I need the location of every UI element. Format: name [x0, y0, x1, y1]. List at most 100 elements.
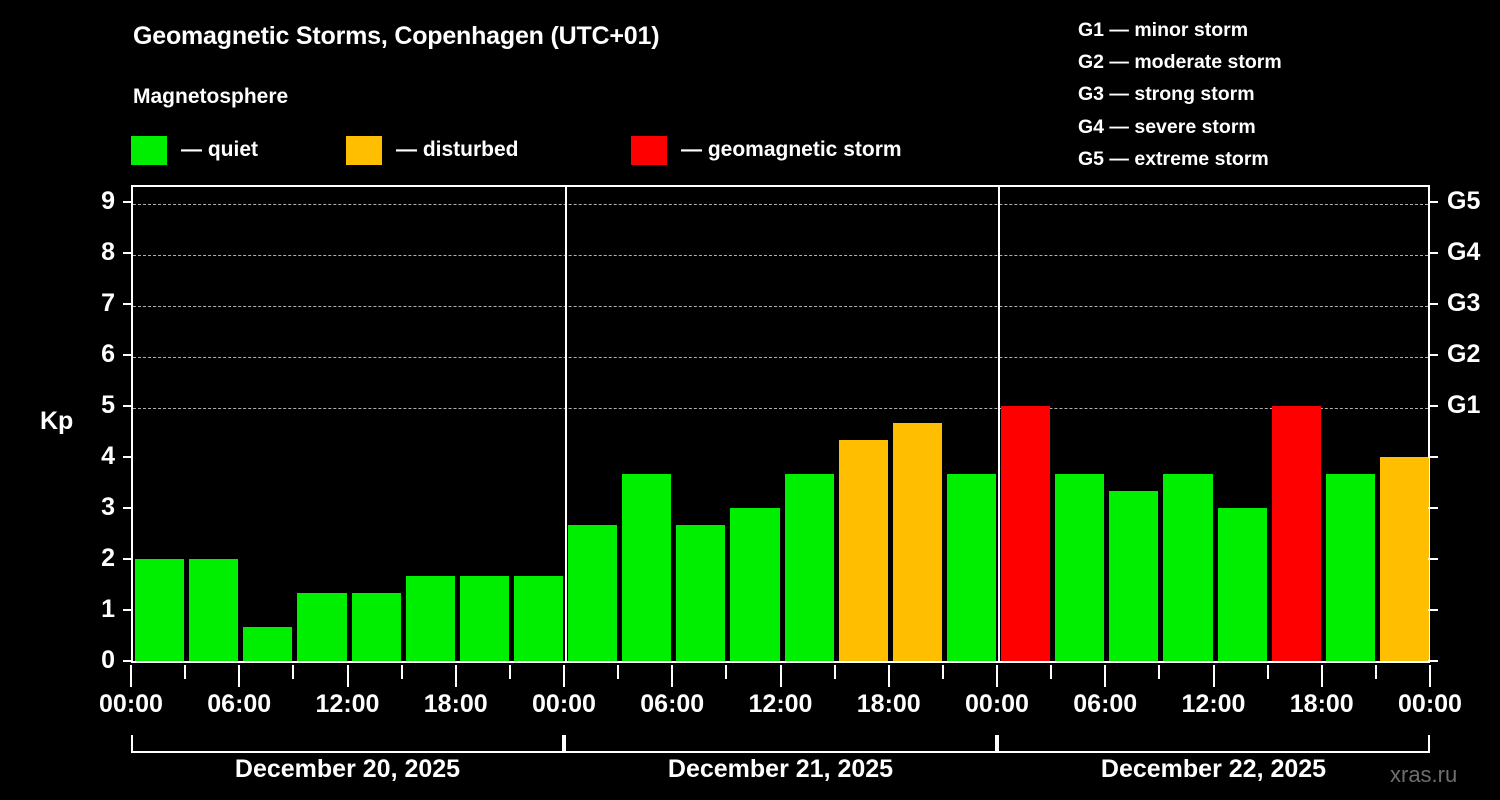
bar-kp-14[interactable]: [892, 422, 942, 661]
bar-kp-19[interactable]: [1163, 473, 1213, 661]
x-tick-16: [996, 665, 998, 687]
bar-kp-15[interactable]: [946, 473, 996, 661]
bar-kp-0[interactable]: [135, 559, 185, 661]
x-tick-4: [346, 665, 349, 687]
right-y-label-G4: G4: [1447, 238, 1481, 267]
bar-kp-8[interactable]: [568, 524, 618, 661]
bar-kp-9[interactable]: [622, 473, 672, 661]
x-tick-label-6: 12:00: [748, 690, 813, 718]
y-tick-2: [123, 558, 133, 561]
right-y-tick-G4: [1428, 252, 1438, 255]
right-y-tick-G1: [1428, 405, 1438, 408]
x-tick-9: [617, 665, 620, 679]
x-tick-label-12: 00:00: [1398, 690, 1462, 718]
bar-kp-12[interactable]: [784, 473, 834, 661]
bar-kp-10[interactable]: [676, 524, 726, 661]
bar-kp-6[interactable]: [459, 575, 509, 661]
day-label-0: December 20, 2025: [234, 755, 461, 783]
day-bracket-2: [997, 735, 1430, 753]
bar-kp-7[interactable]: [513, 575, 563, 661]
x-tick-7: [508, 665, 511, 679]
legend-label-geomagnetic-storm: — geomagnetic storm: [681, 138, 902, 161]
y-tick-label-9: 9: [101, 187, 115, 216]
y-tick-5: [123, 405, 133, 408]
right-y-tick-G2: [1428, 354, 1438, 357]
g-legend-row-3: G3 — strong storm: [1078, 83, 1255, 106]
y-tick-9: [123, 201, 133, 204]
right-y-label-G3: G3: [1447, 289, 1481, 318]
bar-kp-16[interactable]: [1001, 406, 1051, 661]
y-tick-label-7: 7: [101, 289, 115, 318]
bar-kp-18[interactable]: [1109, 491, 1159, 661]
bar-kp-5[interactable]: [405, 575, 455, 661]
y-axis-title: Kp: [40, 407, 74, 435]
bar-kp-20[interactable]: [1217, 508, 1267, 661]
g-legend-row-4: G4 — severe storm: [1078, 115, 1256, 138]
x-tick-0: [130, 665, 132, 687]
legend-label-quiet: — quiet: [181, 138, 258, 161]
watermark: xras.ru: [1390, 762, 1458, 787]
legend-entry-disturbed[interactable]: — disturbed: [346, 134, 519, 166]
x-tick-label-7: 18:00: [856, 690, 921, 718]
gridline-kp-6: [133, 357, 1428, 359]
bar-kp-4[interactable]: [351, 593, 401, 661]
right-y-label-G1: G1: [1447, 391, 1481, 420]
y-tick-label-4: 4: [101, 442, 115, 471]
g-scale-legend: G1 — minor storm G2 — moderate storm G3 — …: [1078, 14, 1282, 175]
bar-kp-13[interactable]: [838, 440, 888, 661]
bar-kp-22[interactable]: [1325, 473, 1375, 661]
bar-kp-2[interactable]: [243, 626, 293, 661]
y-tick-6: [123, 354, 133, 357]
y-tick-label-5: 5: [101, 391, 115, 420]
magnetosphere-label: Magnetosphere: [133, 85, 289, 108]
right-y-minor-tick-0: [1428, 660, 1438, 662]
x-tick-3: [292, 665, 295, 679]
y-tick-label-0: 0: [101, 646, 115, 674]
x-tick-12: [779, 665, 782, 687]
bar-kp-3[interactable]: [297, 593, 347, 661]
y-tick-0: [123, 660, 133, 662]
right-y-minor-tick-1: [1428, 609, 1438, 612]
bar-kp-23[interactable]: [1379, 457, 1429, 661]
bar-kp-1[interactable]: [189, 559, 239, 661]
gridline-kp-5: [133, 408, 1428, 410]
y-tick-label-1: 1: [101, 595, 115, 624]
page-title: Geomagnetic Storms, Copenhagen (UTC+01): [133, 22, 660, 50]
x-tick-10: [671, 665, 674, 687]
x-tick-11: [725, 665, 728, 679]
bar-kp-21[interactable]: [1271, 406, 1321, 661]
x-tick-22: [1320, 665, 1323, 687]
x-tick-24: [1429, 665, 1431, 687]
x-tick-2: [238, 665, 241, 687]
y-tick-label-6: 6: [101, 340, 115, 369]
x-tick-23: [1374, 665, 1377, 679]
day-divider-2: [998, 187, 1000, 661]
right-y-tick-G5: [1428, 201, 1438, 204]
legend-swatch-disturbed: [346, 135, 382, 165]
legend-swatch-quiet: [131, 135, 167, 165]
x-tick-14: [887, 665, 890, 687]
y-tick-label-2: 2: [101, 544, 115, 573]
right-y-minor-tick-2: [1428, 558, 1438, 561]
x-tick-19: [1158, 665, 1161, 679]
x-tick-label-5: 06:00: [640, 690, 705, 718]
gridline-kp-8: [133, 255, 1428, 257]
g-legend-row-2: G2 — moderate storm: [1078, 51, 1282, 74]
y-tick-1: [123, 609, 133, 612]
bar-kp-17[interactable]: [1055, 473, 1105, 661]
right-y-label-G2: G2: [1447, 340, 1481, 369]
right-y-label-G5: G5: [1447, 187, 1481, 216]
day-bracket-0: [131, 735, 564, 753]
bar-kp-11[interactable]: [730, 508, 780, 661]
x-tick-18: [1104, 665, 1107, 687]
legend-entry-geomagnetic-storm[interactable]: — geomagnetic storm: [631, 134, 902, 166]
x-tick-13: [833, 665, 836, 679]
y-tick-label-3: 3: [101, 493, 115, 522]
y-tick-4: [123, 456, 133, 459]
legend-swatch-geomagnetic-storm: [631, 135, 667, 165]
x-tick-label-10: 12:00: [1181, 690, 1246, 718]
legend-entry-quiet[interactable]: — quiet: [131, 134, 258, 166]
x-tick-label-2: 12:00: [315, 690, 380, 718]
day-divider-1: [565, 187, 567, 661]
